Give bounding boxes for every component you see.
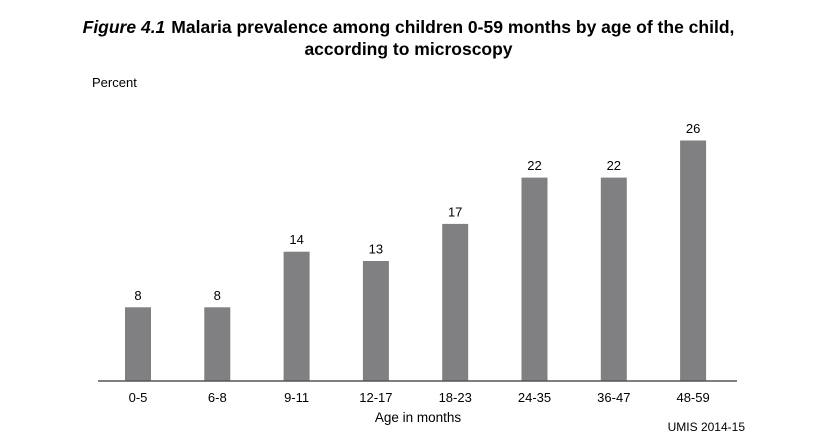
data-label-12-17: 13: [369, 242, 383, 257]
source-note: UMIS 2014-15: [667, 420, 745, 434]
data-label-24-35: 22: [527, 158, 541, 173]
x-tick-label-36-47: 36-47: [597, 390, 630, 405]
data-label-48-59: 26: [686, 121, 700, 136]
x-tick-label-18-23: 18-23: [439, 390, 472, 405]
x-tick-label-24-35: 24-35: [518, 390, 551, 405]
bar-6-8: [203, 306, 232, 382]
bar-12-17: [361, 260, 390, 382]
figure-number: Figure 4.1: [82, 17, 166, 37]
data-label-18-23: 17: [448, 204, 462, 219]
bar-18-23: [441, 222, 470, 382]
bar-48-59: [679, 139, 708, 382]
data-label-6-8: 8: [214, 288, 221, 303]
chart-title: Figure 4.1 Malaria prevalence among child…: [0, 16, 817, 60]
data-label-36-47: 22: [607, 158, 621, 173]
x-tick-label-12-17: 12-17: [359, 390, 392, 405]
x-tick-label-48-59: 48-59: [676, 390, 709, 405]
y-axis-label: Percent: [92, 75, 137, 90]
x-tick-label-0-5: 0-5: [129, 390, 148, 405]
chart-title-line-2: according to microscopy: [304, 39, 513, 59]
x-tick-label-6-8: 6-8: [208, 390, 227, 405]
x-tick-label-9-11: 9-11: [284, 390, 309, 405]
bar-0-5: [124, 306, 152, 382]
bar-36-47: [599, 176, 628, 382]
x-axis-label: Age in months: [374, 410, 462, 425]
chart-title-text-1: Malaria prevalence among children 0-59 m…: [171, 17, 735, 37]
data-label-9-11: 14: [289, 232, 303, 247]
bar-9-11: [282, 250, 311, 382]
chart-title-line-1: Figure 4.1 Malaria prevalence among child…: [0, 16, 817, 38]
data-label-0-5: 8: [134, 288, 141, 303]
bar-24-35: [520, 176, 549, 382]
